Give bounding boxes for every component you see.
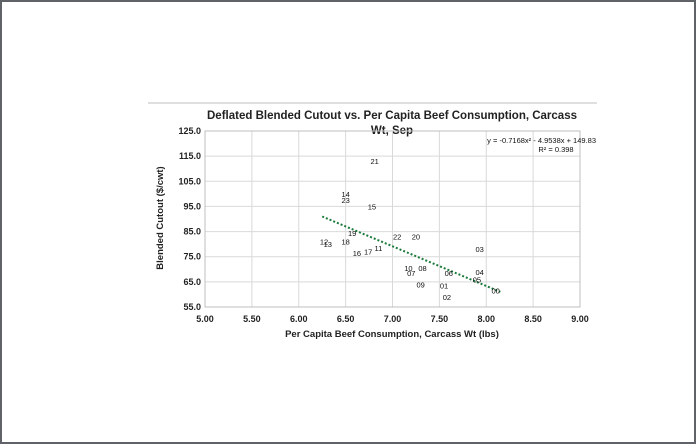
x-tick-label: 7.00 xyxy=(384,314,402,324)
x-tick-label: 6.50 xyxy=(337,314,355,324)
data-point-22: 22 xyxy=(393,233,401,242)
plot-area-border xyxy=(204,130,581,308)
data-point-16: 16 xyxy=(353,249,361,258)
y-tick-label: 75.0 xyxy=(183,252,201,262)
trendline-equation: y = -0.7168x² - 4.9538x + 149.83 xyxy=(487,136,596,145)
y-axis-label: Blended Cutout ($/cwt) xyxy=(155,166,166,269)
data-point-10: 10 xyxy=(404,264,412,273)
data-point-07: 07 xyxy=(407,269,415,278)
data-point-09: 09 xyxy=(416,280,424,289)
x-tick-label: 8.00 xyxy=(477,314,495,324)
data-point-12: 12 xyxy=(320,238,328,247)
data-point-01: 01 xyxy=(440,282,448,291)
data-point-21: 21 xyxy=(371,157,379,166)
x-tick-label: 6.00 xyxy=(290,314,308,324)
trendline xyxy=(321,215,501,293)
data-point-20: 20 xyxy=(412,233,420,242)
x-tick-label: 7.50 xyxy=(431,314,449,324)
data-point-13: 13 xyxy=(324,240,332,249)
data-point-08: 08 xyxy=(418,264,426,273)
x-tick-label: 5.50 xyxy=(243,314,261,324)
y-tick-label: 85.0 xyxy=(183,227,201,237)
data-point-02: 02 xyxy=(443,293,451,302)
gridlines xyxy=(204,130,581,308)
y-tick-labels: 125.0 115.0 105.0 95.0 85.0 75.0 65.0 55.0 xyxy=(178,126,201,312)
data-point-18: 18 xyxy=(341,238,349,247)
y-tick-label: 105.0 xyxy=(178,176,201,186)
y-tick-label: 55.0 xyxy=(183,302,201,312)
x-tick-label: 8.50 xyxy=(524,314,542,324)
data-point-23: 23 xyxy=(341,196,349,205)
data-point-14: 14 xyxy=(341,190,349,199)
chart-title-line1: Deflated Blended Cutout vs. Per Capita B… xyxy=(207,110,577,122)
data-point-11: 11 xyxy=(375,244,383,253)
data-point-00: 00 xyxy=(491,287,499,296)
trendline-r-squared: R² = 0.398 xyxy=(538,145,573,154)
x-tick-label: 5.00 xyxy=(196,314,214,324)
data-point-06: 06 xyxy=(445,269,453,278)
data-point-05: 05 xyxy=(473,275,481,284)
x-tick-label: 9.00 xyxy=(571,314,589,324)
y-tick-label: 65.0 xyxy=(183,277,201,287)
data-point-03: 03 xyxy=(476,245,484,254)
y-tick-label: 115.0 xyxy=(179,151,201,161)
x-axis-label: Per Capita Beef Consumption, Carcass Wt … xyxy=(285,329,499,340)
data-point-04: 04 xyxy=(476,268,484,277)
x-tick-labels: 5.00 5.50 6.00 6.50 7.00 7.50 8.00 8.50 9.00 xyxy=(196,314,589,324)
y-tick-label: 125.0 xyxy=(178,126,201,136)
data-point-19: 19 xyxy=(348,229,356,238)
data-point-15: 15 xyxy=(368,202,376,211)
data-point-17: 17 xyxy=(364,248,372,257)
y-tick-label: 95.0 xyxy=(183,201,201,211)
